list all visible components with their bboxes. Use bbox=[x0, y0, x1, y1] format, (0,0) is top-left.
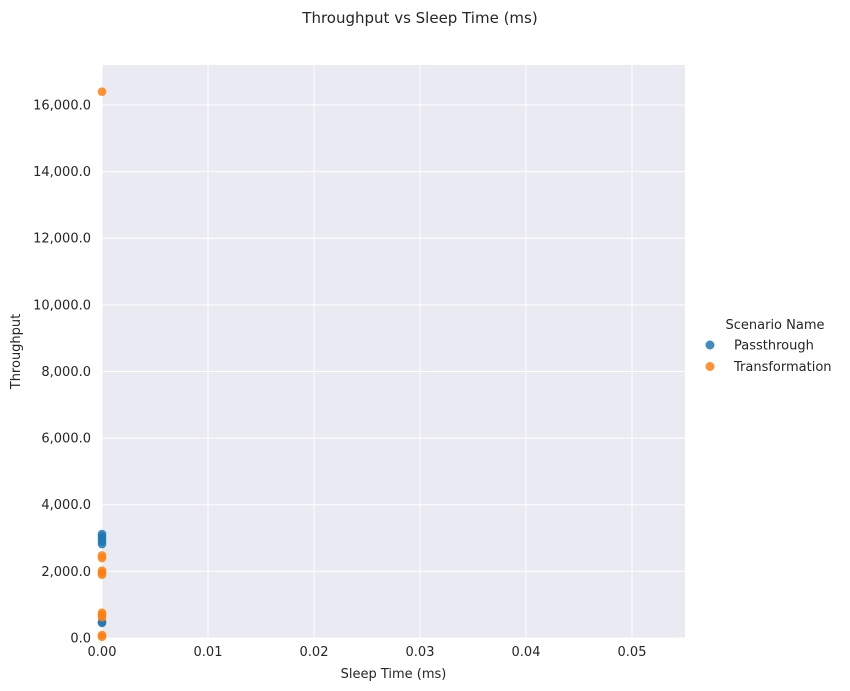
legend: Scenario Name Passthrough Transformation bbox=[705, 318, 832, 375]
transformation-point bbox=[97, 570, 107, 580]
y-tick-label: 14,000.0 bbox=[33, 165, 91, 180]
legend-marker-transformation bbox=[705, 362, 715, 371]
x-tick-labels: 0.00 0.01 0.02 0.03 0.04 0.05 bbox=[88, 645, 647, 660]
chart-title: Throughput vs Sleep Time (ms) bbox=[301, 9, 537, 27]
y-tick-label: 0.0 bbox=[70, 632, 91, 647]
grid-lines bbox=[101, 65, 685, 639]
y-tick-labels: 0.0 2,000.0 4,000.0 6,000.0 8,000.0 10,000.0 1… bbox=[33, 98, 91, 646]
x-tick-label: 0.02 bbox=[300, 645, 329, 660]
y-tick-label: 4,000.0 bbox=[41, 498, 91, 513]
y-tick-label: 6,000.0 bbox=[41, 432, 91, 447]
x-tick-label: 0.00 bbox=[88, 645, 117, 660]
x-tick-label: 0.01 bbox=[194, 645, 223, 660]
x-tick-label: 0.05 bbox=[618, 645, 647, 660]
transformation-point bbox=[97, 87, 107, 96]
plot-area bbox=[102, 65, 685, 638]
legend-label-passthrough: Passthrough bbox=[734, 339, 814, 354]
y-tick-label: 8,000.0 bbox=[41, 365, 91, 380]
x-tick-label: 0.03 bbox=[406, 645, 435, 660]
y-axis-label: Throughput bbox=[9, 314, 24, 391]
transformation-point bbox=[97, 553, 107, 563]
legend-label-transformation: Transformation bbox=[733, 360, 832, 375]
x-tick-label: 0.04 bbox=[512, 645, 541, 660]
y-tick-label: 16,000.0 bbox=[33, 98, 91, 113]
transformation-point bbox=[97, 632, 107, 641]
y-tick-label: 10,000.0 bbox=[33, 298, 91, 313]
data-points bbox=[97, 87, 107, 641]
passthrough-point bbox=[97, 539, 107, 549]
legend-marker-passthrough bbox=[705, 340, 715, 350]
y-tick-label: 12,000.0 bbox=[33, 232, 91, 247]
legend-title: Scenario Name bbox=[726, 318, 825, 333]
y-tick-label: 2,000.0 bbox=[41, 565, 91, 580]
transformation-point bbox=[97, 613, 107, 622]
x-axis-label: Sleep Time (ms) bbox=[341, 667, 447, 682]
